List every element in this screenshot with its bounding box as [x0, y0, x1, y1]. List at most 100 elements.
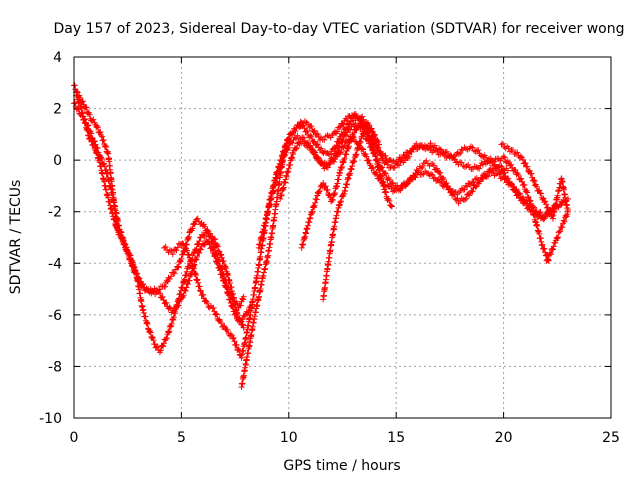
data-point — [311, 202, 318, 209]
data-point — [539, 241, 546, 248]
data-point — [429, 171, 436, 178]
data-point — [518, 175, 525, 182]
data-point — [339, 192, 346, 199]
data-point — [371, 133, 378, 140]
data-point — [183, 272, 190, 279]
data-point — [186, 254, 193, 261]
data-point — [524, 193, 531, 200]
data-point — [214, 260, 221, 267]
y-tick-label: -6 — [48, 308, 62, 324]
data-point — [279, 158, 286, 165]
data-point — [537, 190, 544, 197]
data-point — [129, 261, 136, 268]
data-point — [88, 130, 95, 137]
data-point — [555, 234, 562, 241]
data-point — [382, 189, 389, 196]
data-point — [275, 168, 282, 175]
data-point — [455, 151, 462, 158]
data-point — [462, 182, 469, 189]
data-point — [451, 191, 458, 198]
data-point — [122, 241, 129, 248]
data-point — [188, 258, 195, 265]
data-point — [531, 177, 538, 184]
data-point — [500, 153, 507, 160]
data-point — [83, 104, 90, 111]
data-point — [102, 142, 109, 149]
data-point — [365, 157, 372, 164]
data-point — [210, 304, 217, 311]
data-point — [340, 136, 347, 143]
data-point — [215, 248, 222, 255]
data-point — [179, 240, 186, 247]
data-point — [387, 157, 394, 164]
data-point — [343, 151, 350, 158]
data-point — [209, 245, 216, 251]
data-point — [159, 293, 166, 300]
data-point — [431, 174, 438, 181]
data-point — [381, 170, 388, 177]
data-point — [91, 138, 98, 145]
data-point — [423, 143, 430, 150]
data-point — [514, 149, 521, 156]
y-tick-label: -2 — [48, 205, 62, 221]
data-point — [326, 161, 333, 168]
data-point — [206, 230, 213, 237]
data-point — [127, 255, 134, 262]
data-point — [314, 130, 321, 137]
x-tick-label: 20 — [495, 430, 513, 446]
data-point — [457, 150, 464, 157]
data-point — [474, 164, 481, 171]
data-point — [543, 257, 550, 264]
data-point — [214, 258, 221, 265]
data-point — [368, 128, 375, 135]
data-point — [479, 174, 486, 181]
data-point — [71, 82, 78, 89]
data-point — [536, 187, 543, 194]
data-point — [92, 141, 99, 148]
data-point — [501, 154, 508, 161]
data-point — [508, 161, 515, 168]
data-point — [313, 196, 320, 203]
data-point — [191, 271, 198, 278]
data-point — [178, 285, 185, 292]
data-point — [206, 241, 213, 248]
data-point — [218, 251, 225, 258]
data-point — [338, 165, 345, 172]
data-point — [165, 329, 172, 336]
data-point — [440, 176, 447, 183]
data-point — [290, 151, 297, 158]
data-point — [331, 189, 338, 196]
data-point — [353, 151, 360, 158]
data-point — [296, 122, 303, 129]
data-point — [546, 206, 553, 213]
data-point — [511, 185, 518, 192]
data-point — [341, 155, 348, 162]
data-point — [461, 196, 468, 203]
data-point — [181, 287, 188, 294]
data-point — [75, 106, 82, 113]
data-point — [178, 255, 185, 262]
data-point — [88, 134, 95, 141]
data-point — [561, 218, 568, 225]
y-tick-label: 4 — [53, 50, 62, 66]
data-point — [533, 183, 540, 190]
data-point — [183, 268, 190, 275]
data-point — [163, 335, 170, 342]
data-point — [495, 164, 502, 171]
data-point — [528, 170, 535, 177]
data-point — [427, 140, 434, 147]
data-point — [176, 257, 183, 264]
data-point — [142, 286, 149, 293]
data-point — [212, 236, 219, 243]
data-point — [239, 296, 246, 303]
data-point — [98, 133, 105, 140]
data-point — [542, 198, 549, 205]
data-point — [103, 144, 110, 151]
data-point — [233, 341, 240, 348]
data-points — [71, 82, 572, 391]
data-point — [194, 253, 201, 260]
data-point — [157, 347, 164, 354]
data-point — [509, 146, 516, 153]
data-point — [401, 182, 408, 189]
data-point — [344, 129, 351, 136]
